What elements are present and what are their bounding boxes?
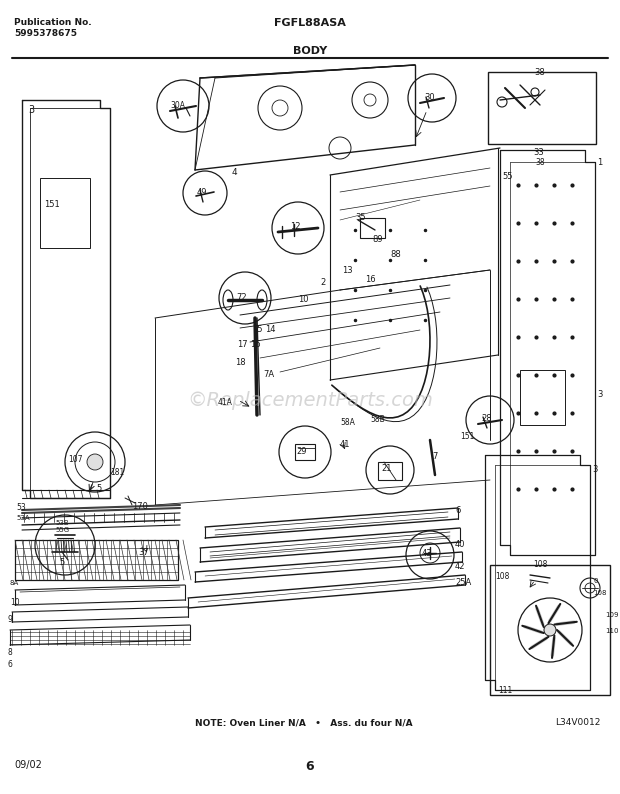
Text: 8: 8 — [8, 648, 13, 657]
Text: 37: 37 — [138, 548, 149, 557]
Bar — [360, 218, 385, 238]
Text: 55: 55 — [502, 172, 513, 181]
Text: 17: 17 — [237, 340, 247, 349]
Text: 6: 6 — [8, 660, 13, 669]
Text: 30: 30 — [425, 93, 435, 102]
Text: 151: 151 — [460, 432, 474, 441]
Bar — [520, 370, 565, 425]
Text: 3: 3 — [592, 465, 598, 474]
Bar — [378, 462, 402, 480]
Text: 25A: 25A — [455, 578, 471, 587]
Text: 30A: 30A — [170, 101, 185, 110]
Text: 89: 89 — [372, 235, 383, 244]
Text: 88: 88 — [390, 250, 401, 259]
Text: 35: 35 — [355, 213, 366, 222]
Text: 21: 21 — [382, 464, 392, 473]
Text: 107: 107 — [68, 455, 82, 464]
FancyArrowPatch shape — [559, 632, 571, 644]
Text: 5: 5 — [96, 484, 101, 493]
Text: 09/02: 09/02 — [14, 760, 42, 770]
Text: L34V0012: L34V0012 — [555, 718, 600, 727]
Circle shape — [544, 624, 556, 636]
Text: 12: 12 — [290, 222, 300, 231]
Text: 43: 43 — [422, 549, 432, 558]
Text: 0: 0 — [593, 578, 598, 584]
Text: 170: 170 — [132, 502, 148, 511]
Text: 5: 5 — [60, 558, 64, 567]
Text: NOTE: Oven Liner N/A   •   Ass. du four N/A: NOTE: Oven Liner N/A • Ass. du four N/A — [195, 718, 413, 727]
Text: 14: 14 — [265, 325, 275, 334]
Text: 38: 38 — [534, 68, 546, 77]
Text: 1: 1 — [597, 158, 602, 167]
Text: 42: 42 — [455, 562, 466, 571]
Text: 58A: 58A — [340, 418, 355, 427]
Text: 10: 10 — [298, 295, 309, 304]
Text: 7A: 7A — [263, 370, 274, 379]
FancyArrowPatch shape — [532, 638, 546, 648]
Text: 18: 18 — [235, 358, 246, 367]
Bar — [488, 72, 596, 144]
Text: 5995378675: 5995378675 — [14, 29, 77, 38]
Text: 53B: 53B — [55, 520, 69, 526]
Text: FGFL88ASA: FGFL88ASA — [274, 18, 346, 28]
Bar — [40, 178, 90, 248]
Text: 33: 33 — [533, 148, 544, 157]
Text: 72: 72 — [237, 293, 247, 302]
Text: 16: 16 — [365, 275, 376, 284]
Text: 40: 40 — [455, 540, 466, 549]
Text: 41A: 41A — [218, 398, 233, 407]
Bar — [295, 444, 315, 460]
Text: 3: 3 — [597, 390, 603, 399]
Text: 13: 13 — [342, 266, 353, 275]
FancyArrowPatch shape — [557, 622, 574, 624]
Text: 110: 110 — [605, 628, 619, 634]
Text: 181: 181 — [110, 468, 124, 477]
Text: 29: 29 — [297, 447, 308, 456]
Bar — [490, 565, 610, 695]
Text: 7: 7 — [432, 452, 437, 461]
Text: 38: 38 — [535, 158, 544, 167]
Text: BODY: BODY — [293, 46, 327, 56]
Text: 53: 53 — [16, 503, 26, 512]
Text: 10: 10 — [10, 598, 20, 607]
Text: 58B: 58B — [370, 415, 385, 424]
Text: 111: 111 — [498, 686, 512, 695]
FancyArrowPatch shape — [550, 607, 559, 621]
Text: 15: 15 — [252, 325, 262, 334]
Circle shape — [87, 454, 103, 470]
Text: 109: 109 — [605, 612, 619, 618]
Text: ©ReplacementParts.com: ©ReplacementParts.com — [187, 391, 433, 410]
Text: 6: 6 — [455, 506, 461, 515]
Text: 9: 9 — [8, 615, 13, 624]
Text: 3: 3 — [28, 105, 34, 115]
FancyArrowPatch shape — [525, 626, 541, 632]
Text: 2: 2 — [320, 278, 326, 287]
Text: 151: 151 — [44, 200, 60, 209]
Text: 8A: 8A — [10, 580, 19, 586]
Text: Publication No.: Publication No. — [14, 18, 92, 27]
FancyArrowPatch shape — [552, 638, 554, 655]
Text: 28: 28 — [482, 414, 492, 423]
Text: 53A: 53A — [16, 515, 30, 521]
Bar — [15, 540, 178, 580]
FancyArrowPatch shape — [537, 608, 542, 624]
Text: 6: 6 — [306, 760, 314, 773]
Text: 108: 108 — [593, 590, 606, 596]
Text: 16: 16 — [250, 340, 260, 349]
Text: 41: 41 — [340, 440, 350, 449]
Text: 4: 4 — [232, 168, 237, 177]
Text: 108: 108 — [495, 572, 510, 581]
Text: 49: 49 — [197, 188, 207, 197]
Text: 55G: 55G — [55, 527, 69, 533]
Text: 108: 108 — [533, 560, 547, 569]
